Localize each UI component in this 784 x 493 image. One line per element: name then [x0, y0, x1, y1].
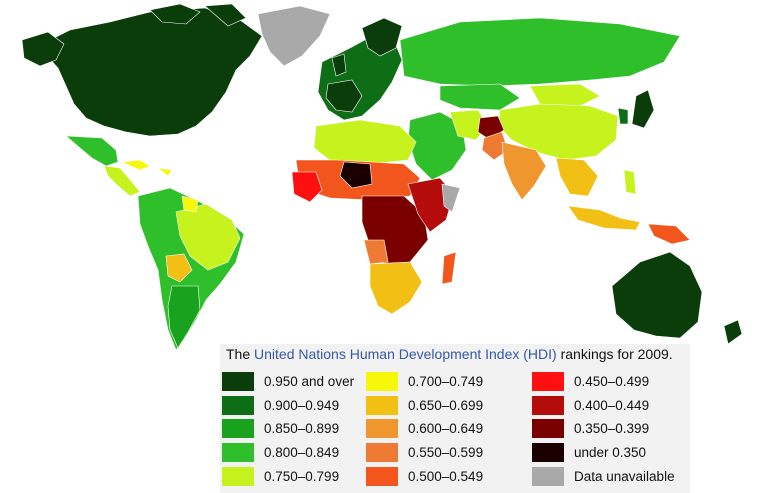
- hdi-link[interactable]: United Nations Human Development Index (…: [254, 346, 557, 362]
- legend-label: 0.650–0.699: [408, 397, 484, 413]
- legend-item: 0.550–0.599: [366, 441, 532, 465]
- region-russia: [399, 17, 681, 87]
- legend-item: 0.500–0.549: [366, 464, 532, 488]
- legend-label: 0.950 and over: [264, 374, 355, 390]
- legend-swatch: [532, 419, 564, 439]
- legend-label: 0.850–0.899: [264, 421, 340, 437]
- legend-swatch: [532, 395, 564, 415]
- region-scandinavia: [361, 17, 403, 57]
- region-pakistan: [481, 131, 509, 161]
- region-alaska: [21, 31, 65, 67]
- region-niger-chad: [339, 161, 373, 189]
- legend-swatch: [222, 466, 254, 486]
- legend-swatch: [366, 372, 398, 392]
- legend-label: 0.500–0.549: [408, 468, 484, 484]
- legend-item: 0.950 and over: [222, 370, 366, 394]
- region-west-africa: [291, 171, 323, 203]
- region-new-zealand: [723, 319, 743, 345]
- region-kazakhstan: [439, 83, 521, 111]
- legend-swatch: [222, 395, 254, 415]
- legend-item: 0.600–0.649: [366, 417, 532, 441]
- region-australia: [611, 251, 703, 339]
- legend-label: 0.400–0.449: [574, 397, 650, 413]
- legend-swatch: [532, 466, 564, 486]
- legend-label: 0.800–0.849: [264, 445, 340, 461]
- region-horn-of-africa: [441, 183, 461, 213]
- region-india: [501, 141, 547, 201]
- legend-label: 0.700–0.749: [408, 374, 484, 390]
- region-argentina: [167, 285, 201, 349]
- legend-swatch: [222, 443, 254, 463]
- region-angola: [363, 239, 389, 265]
- region-japan: [631, 89, 655, 129]
- region-madagascar: [441, 251, 457, 285]
- legend-item: under 0.350: [532, 441, 682, 465]
- caption-prefix: The: [226, 346, 255, 362]
- region-china: [497, 103, 619, 161]
- region-canada-islands: [149, 3, 247, 27]
- region-southern-africa: [369, 261, 423, 315]
- legend-label: 0.750–0.799: [264, 468, 340, 484]
- legend-item: 0.450–0.499: [532, 370, 682, 394]
- legend-swatch: [366, 466, 398, 486]
- region-new-guinea: [647, 223, 691, 245]
- region-bolivia: [165, 253, 193, 283]
- legend-swatch: [532, 443, 564, 463]
- legend-label: 0.450–0.499: [574, 374, 650, 390]
- region-north-america: [37, 7, 263, 137]
- legend-item: 0.850–0.899: [222, 417, 366, 441]
- region-uk: [331, 53, 347, 77]
- legend-panel: [220, 344, 690, 493]
- legend-label: 0.550–0.599: [408, 445, 484, 461]
- legend-swatch: [532, 372, 564, 392]
- legend-item: 0.900–0.949: [222, 394, 366, 418]
- legend-label: under 0.350: [574, 445, 647, 461]
- region-north-africa: [313, 119, 417, 165]
- legend-item: 0.400–0.449: [532, 394, 682, 418]
- legend-swatch: [366, 419, 398, 439]
- legend-swatch: [222, 372, 254, 392]
- legend-item: 0.350–0.399: [532, 417, 682, 441]
- legend-label: 0.900–0.949: [264, 397, 340, 413]
- legend-swatch: [366, 443, 398, 463]
- region-southeast-asia: [555, 157, 599, 197]
- legend-swatch: [366, 395, 398, 415]
- region-brazil: [175, 203, 241, 271]
- legend-item: 0.700–0.749: [366, 370, 532, 394]
- region-mexico: [65, 135, 119, 167]
- legend-label: Data unavailable: [574, 468, 675, 484]
- caption-suffix: rankings for 2009.: [556, 346, 673, 362]
- legend-label: 0.350–0.399: [574, 421, 650, 437]
- legend-item: Data unavailable: [532, 464, 682, 488]
- region-greenland: [257, 5, 331, 67]
- legend-swatch: [222, 419, 254, 439]
- legend-label: 0.600–0.649: [408, 421, 484, 437]
- legend-item: 0.650–0.699: [366, 394, 532, 418]
- region-guyana: [181, 195, 199, 213]
- region-mongolia: [529, 83, 601, 107]
- legend-item: 0.800–0.849: [222, 441, 366, 465]
- region-indonesia: [567, 205, 641, 231]
- region-korea: [617, 107, 629, 125]
- region-central-america: [103, 165, 141, 197]
- legend: 0.950 and over 0.900–0.949 0.850–0.899 0…: [222, 370, 682, 490]
- map-caption: The United Nations Human Development Ind…: [226, 346, 673, 362]
- region-philippines: [623, 169, 637, 195]
- legend-item: 0.750–0.799: [222, 464, 366, 488]
- region-western-europe: [325, 79, 363, 113]
- region-caribbean: [120, 159, 173, 177]
